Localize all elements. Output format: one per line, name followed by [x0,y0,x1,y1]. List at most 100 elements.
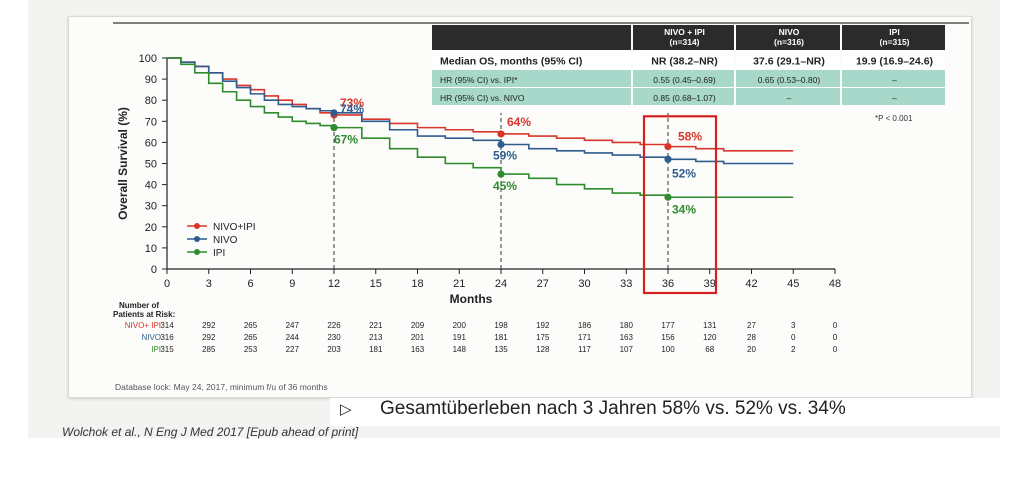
at-risk-value: 181 [494,333,508,342]
x-tick-label: 24 [495,278,507,290]
x-tick-label: 6 [247,278,253,290]
legend-label: NIVO [213,235,238,246]
at-risk-value: 175 [536,333,550,342]
x-axis-label: Months [450,292,493,306]
landmark-point [664,155,672,163]
table-header-label: NIVO [779,27,800,37]
at-risk-value: 163 [620,333,634,342]
at-risk-value: 28 [747,333,756,342]
at-risk-value: 253 [244,345,258,354]
at-risk-value: 0 [791,333,796,342]
at-risk-value: 292 [202,321,216,330]
table-cell [842,70,945,87]
at-risk-value: 191 [453,333,467,342]
table-header-cell [432,25,631,50]
chart-frame: 0 10 20 30 40 50 60 70 80 90 100 0 3 6 9 12 15 18 21 24 27 30… [68,16,972,398]
x-tick-label: 0 [164,278,170,290]
table-cell [633,51,734,69]
at-risk-value: 200 [453,321,467,330]
y-tick-label: 60 [145,137,157,149]
table-cell [432,51,631,69]
table-value: – [787,93,792,103]
table-header-cell [736,25,840,50]
at-risk-row-label: NIVO [141,333,161,342]
at-risk-value: 244 [286,333,300,342]
at-risk-value: 201 [411,333,425,342]
x-tick-label: 45 [787,278,799,290]
legend-label: NIVO+IPI [213,222,256,233]
x-tick-label: 30 [578,278,590,290]
at-risk-value: 156 [661,333,675,342]
at-risk-value: 209 [411,321,425,330]
at-risk-value: 316 [160,333,174,342]
series-line-nivo-ipi [167,57,794,152]
at-risk-value: 203 [327,345,341,354]
y-tick-label: 30 [145,201,157,213]
y-tick-label: 10 [145,243,157,255]
landmark-point [497,140,505,149]
at-risk-value: 128 [536,345,550,354]
table-cell [633,70,734,87]
at-risk-value: 27 [747,321,756,330]
at-risk-value: 292 [202,333,216,342]
highlight-box [642,115,718,295]
table-header-cell [633,25,734,50]
y-tick-label: 20 [145,222,157,234]
table-header-cell [842,25,945,50]
at-risk-row-label: NIVO+ IPI [125,321,161,330]
table-value: 0.55 (0.45–0.69) [653,75,716,85]
y-axis-label: Overall Survival (%) [116,107,130,220]
legend-marker [194,236,200,242]
at-risk-value: 0 [833,345,838,354]
table-value: – [892,75,897,85]
slide-background: 0 10 20 30 40 50 60 70 80 90 100 0 3 6 9 12 15 18 21 24 27 30… [28,0,1000,438]
footer-summary: Gesamtüberleben nach 3 Jahren 58% vs. 52… [380,398,846,419]
at-risk-value: 226 [327,321,341,330]
at-risk-value: 247 [286,321,300,330]
x-tick-label: 18 [411,278,423,290]
at-risk-value: 221 [369,321,383,330]
at-risk-value: 163 [411,345,425,354]
at-risk-value: 135 [494,345,508,354]
citation: Wolchok et al., N Eng J Med 2017 [Epub a… [62,425,359,439]
y-tick-label: 70 [145,116,157,128]
at-risk-value: 314 [160,321,174,330]
at-risk-value: 213 [369,333,383,342]
table-cell [736,70,840,87]
at-risk-value: 0 [833,321,838,330]
table-header-label: (n=314) [670,37,700,47]
at-risk-value: 171 [578,333,592,342]
at-risk-value: 2 [791,345,796,354]
landmark-point [497,130,505,138]
at-risk-value: 265 [244,321,258,330]
table-header-label: (n=315) [880,37,910,47]
at-risk-value: 227 [286,345,300,354]
legend-label: IPI [213,248,225,259]
table-header-label: IPI [889,27,899,37]
table-cell [842,88,945,105]
landmark-label: 58% [678,130,702,144]
table-header-label: (n=316) [774,37,804,47]
legend-marker [194,223,200,229]
at-risk-value: 131 [703,321,717,330]
x-tick-label: 21 [453,278,465,290]
landmark-point [664,143,672,151]
table-cell [432,88,631,105]
landmark-point [330,109,338,117]
y-tick-label: 0 [151,264,157,276]
legend-marker [194,249,200,255]
x-tick-label: 15 [370,278,382,290]
at-risk-value: 198 [494,321,508,330]
at-risk-title: Patients at Risk: [113,310,175,319]
landmark-label: 64% [507,115,531,129]
landmark-point [497,170,505,178]
y-tick-label: 50 [145,159,157,171]
at-risk-value: 186 [578,321,592,330]
table-value: Median OS, months (95% CI) [440,56,582,68]
table-cell [842,51,945,69]
x-tick-label: 42 [745,278,757,290]
table-value: 19.9 (16.9–24.6) [856,56,933,68]
table-value: – [892,93,897,103]
database-lock-note: Database lock: May 24, 2017, minimum f/u… [115,382,328,392]
at-risk-value: 285 [202,345,216,354]
